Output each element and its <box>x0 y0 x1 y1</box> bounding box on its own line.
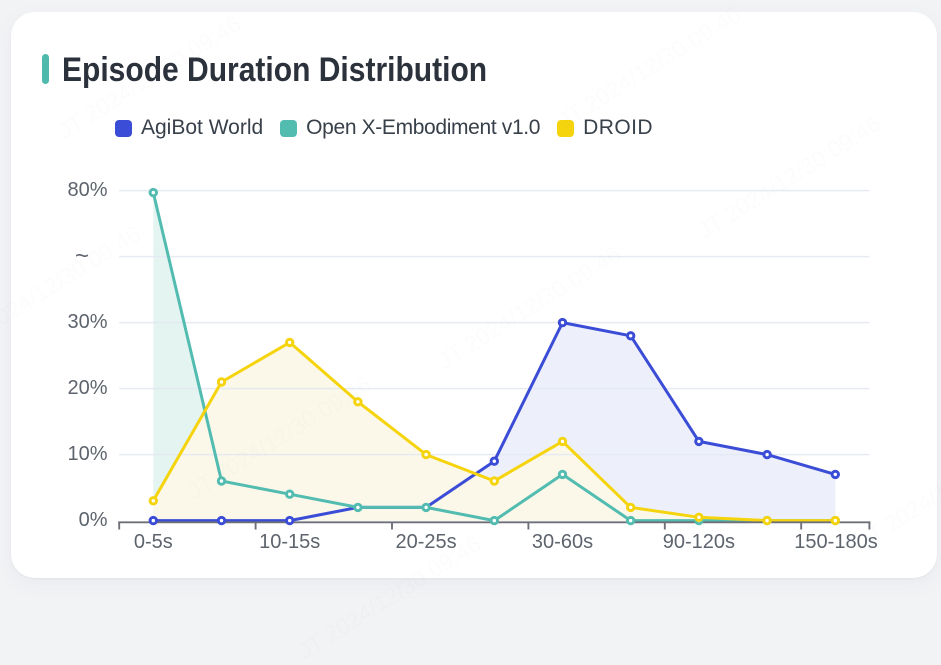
svg-text:20-25s: 20-25s <box>396 531 457 553</box>
svg-text:0-5s: 0-5s <box>134 531 173 553</box>
svg-text:~: ~ <box>75 243 89 270</box>
svg-text:20%: 20% <box>67 377 107 399</box>
svg-text:30%: 30% <box>67 311 107 333</box>
svg-text:10%: 10% <box>67 443 107 465</box>
svg-text:80%: 80% <box>67 179 107 201</box>
svg-text:0%: 0% <box>79 509 108 531</box>
svg-text:10-15s: 10-15s <box>259 531 320 553</box>
svg-text:150-180s: 150-180s <box>794 531 877 553</box>
svg-text:90-120s: 90-120s <box>663 531 735 553</box>
svg-text:30-60s: 30-60s <box>532 531 593 553</box>
